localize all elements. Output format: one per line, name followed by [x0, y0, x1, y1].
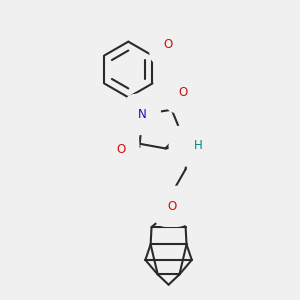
Text: O: O	[116, 143, 125, 156]
Text: N: N	[183, 140, 191, 152]
Text: N: N	[138, 108, 147, 121]
Text: N: N	[138, 108, 147, 121]
Text: H: H	[194, 140, 203, 152]
Text: O: O	[163, 38, 172, 51]
Text: O: O	[167, 200, 176, 213]
Text: O: O	[179, 86, 188, 99]
